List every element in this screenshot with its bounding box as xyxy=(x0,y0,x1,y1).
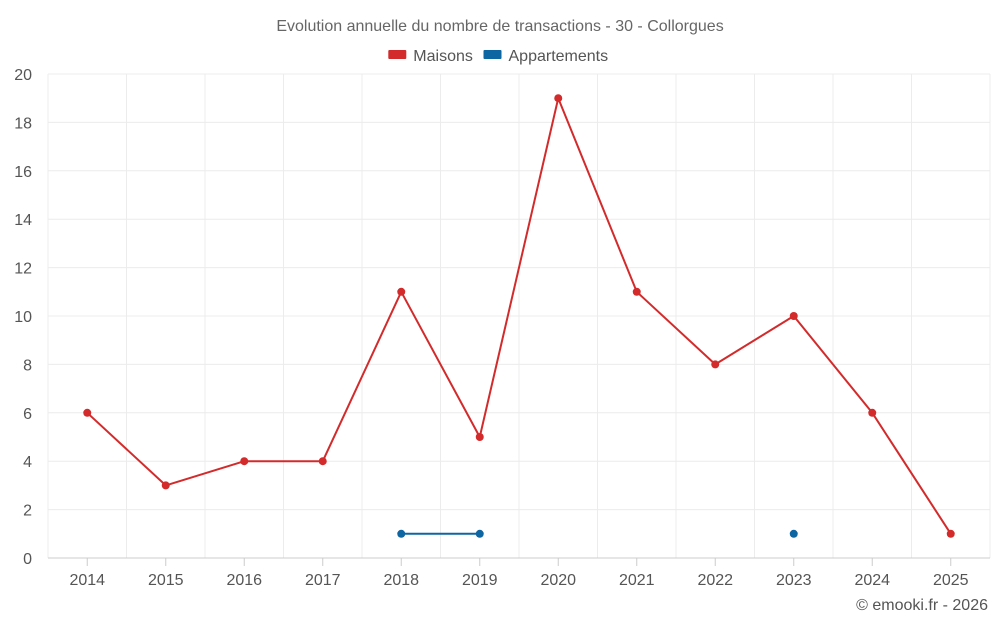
y-tick-label: 4 xyxy=(23,454,32,471)
chart-title: Evolution annuelle du nombre de transact… xyxy=(276,18,723,35)
data-point xyxy=(789,529,798,538)
y-tick-label: 12 xyxy=(14,261,32,278)
y-tick-label: 20 xyxy=(14,67,32,84)
x-tick-label: 2021 xyxy=(619,572,655,589)
x-tick-label: 2018 xyxy=(383,572,419,589)
data-point xyxy=(318,457,327,466)
legend-label: Appartements xyxy=(509,48,609,65)
y-tick-label: 8 xyxy=(23,357,32,374)
data-point xyxy=(83,408,92,417)
x-tick-label: 2019 xyxy=(462,572,498,589)
legend-label: Maisons xyxy=(413,48,473,65)
series-line xyxy=(86,97,952,535)
grid xyxy=(47,73,991,558)
x-tick-label: 2016 xyxy=(226,572,262,589)
legend-swatch xyxy=(483,50,502,59)
data-point xyxy=(554,94,563,103)
credit-text: © emooki.fr - 2026 xyxy=(856,597,988,614)
x-tick-label: 2024 xyxy=(854,572,890,589)
data-point xyxy=(397,287,406,296)
data-point xyxy=(789,312,798,320)
y-tick-label: 0 xyxy=(23,551,32,568)
data-point xyxy=(946,529,955,538)
data-point xyxy=(711,360,720,369)
x-tick-label: 2015 xyxy=(148,572,184,589)
y-tick-label: 14 xyxy=(14,212,32,229)
data-point xyxy=(475,529,484,538)
data-point xyxy=(632,287,641,296)
y-tick-label: 10 xyxy=(14,309,32,326)
x-tick-label: 2014 xyxy=(69,572,105,589)
x-tick-label: 2025 xyxy=(933,572,969,589)
x-tick-label: 2022 xyxy=(697,572,733,589)
legend-swatch xyxy=(388,50,407,59)
data-point xyxy=(240,457,249,466)
legend-item-maisons: Maisons xyxy=(388,48,473,65)
series-maisons xyxy=(83,94,955,538)
legend: Maisons Appartements xyxy=(388,48,608,65)
y-tick-label: 2 xyxy=(23,503,32,520)
x-tick-label: 2023 xyxy=(776,572,812,589)
data-point xyxy=(868,408,877,417)
y-tick-label: 6 xyxy=(23,406,32,423)
data-point xyxy=(397,529,406,538)
data-point xyxy=(475,433,484,441)
x-tick-label: 2020 xyxy=(540,572,576,589)
legend-item-appartements: Appartements xyxy=(483,48,609,65)
series-layer xyxy=(83,94,955,538)
y-tick-label: 16 xyxy=(14,164,32,181)
axes: 0 2 4 6 8 10 12 14 16 18 20 2014 2015 2016 2017 2018 201… xyxy=(14,67,990,589)
data-point xyxy=(161,481,170,490)
y-tick-label: 18 xyxy=(14,115,32,132)
series-appartements xyxy=(397,529,798,538)
x-tick-label: 2017 xyxy=(305,572,341,589)
